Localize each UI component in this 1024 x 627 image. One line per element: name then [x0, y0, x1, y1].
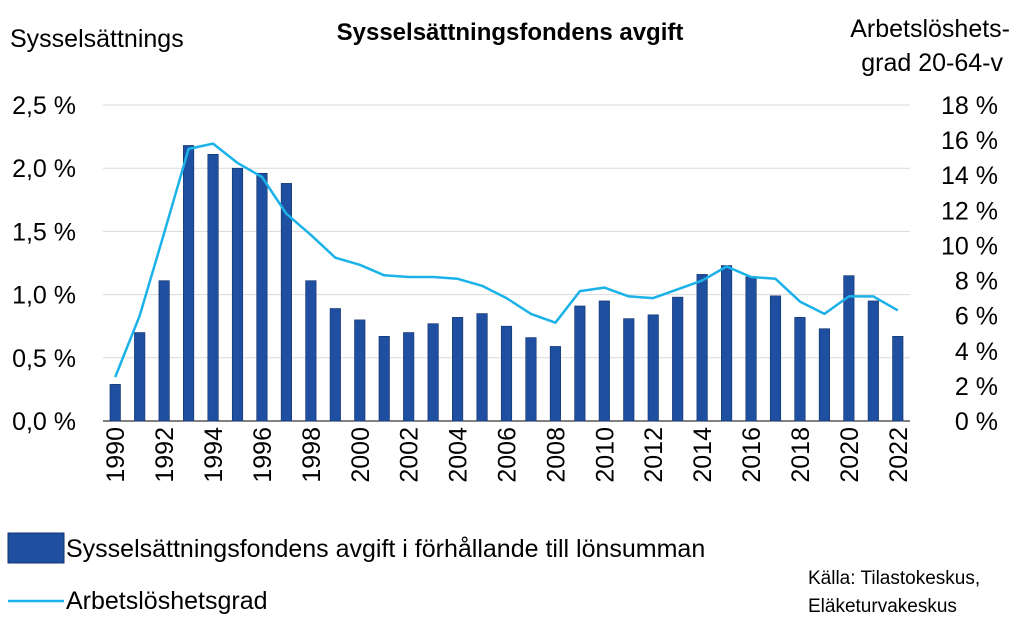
bar	[207, 153, 219, 422]
bar	[867, 300, 879, 422]
x-tick-label: 2020	[836, 427, 864, 483]
x-tick-label: 1996	[249, 427, 277, 483]
x-tick-label: 1992	[151, 427, 179, 483]
bar	[158, 280, 170, 422]
legend: Sysselsättningsfondens avgift i förhålla…	[7, 532, 705, 615]
bar	[134, 332, 146, 422]
x-tick-label: 2022	[885, 427, 913, 483]
y-right-tick-label: 0 %	[955, 408, 998, 436]
right-axis-title-line-1: Arbetslöshets-	[850, 15, 1010, 43]
bar	[818, 328, 830, 422]
x-tick-label: 2018	[787, 427, 815, 483]
x-tick-label: 2012	[640, 427, 668, 483]
bar	[280, 183, 292, 422]
bar-series	[109, 145, 904, 422]
y-left-tick-label: 1,5 %	[12, 218, 76, 246]
y-right-tick-label: 16 %	[941, 127, 998, 155]
bar	[745, 276, 757, 422]
y-left-tick-label: 2,0 %	[12, 155, 76, 183]
x-tick-label: 1990	[102, 427, 130, 483]
x-tick-label: 2006	[494, 427, 522, 483]
y-right-tick-label: 8 %	[955, 268, 998, 296]
bar	[183, 145, 195, 422]
bar	[647, 314, 659, 422]
bar	[329, 308, 341, 422]
bar	[378, 336, 390, 422]
legend-line-label: Arbetslöshetsgrad	[66, 587, 268, 615]
bar	[305, 280, 317, 422]
x-axis-ticks: 1990 1992 1994 1996 1998 2000 2002 2004 2006 2008…	[102, 427, 913, 483]
bar	[892, 336, 904, 422]
legend-bar-swatch	[7, 532, 65, 564]
right-axis-ticks: 0 % 2 % 4 % 6 % 8 % 10 % 12 % 14 % 16 % 18 %	[941, 92, 998, 436]
y-right-tick-label: 2 %	[955, 373, 998, 401]
chart-title: Sysselsättningsfondens avgift	[337, 19, 684, 46]
bar	[109, 384, 121, 422]
left-axis-title: Sysselsättnings	[10, 25, 184, 53]
legend-bar-label: Sysselsättningsfondens avgift i förhålla…	[66, 535, 705, 563]
bar	[525, 337, 537, 422]
y-right-tick-label: 6 %	[955, 303, 998, 331]
bar	[696, 274, 708, 422]
bar	[769, 295, 782, 422]
x-tick-label: 2000	[347, 427, 375, 483]
y-left-tick-label: 2,5 %	[12, 92, 76, 120]
right-axis-title-line-2: grad 20-64-v	[861, 49, 1003, 77]
line-series	[114, 142, 899, 378]
y-left-tick-label: 0,0 %	[12, 408, 76, 436]
x-tick-label: 2004	[445, 427, 473, 483]
bar	[549, 346, 561, 422]
source-line-2: Eläketurvakeskus	[808, 596, 957, 617]
unemployment-line	[114, 142, 899, 378]
x-tick-label: 2016	[738, 427, 766, 483]
y-right-tick-label: 14 %	[941, 162, 998, 190]
x-tick-label: 2010	[591, 427, 619, 483]
bar	[721, 265, 733, 422]
x-tick-label: 2002	[396, 427, 424, 483]
y-right-tick-label: 10 %	[941, 232, 998, 260]
bar	[574, 305, 586, 422]
bar	[354, 319, 366, 422]
bar	[598, 300, 610, 422]
bar	[500, 325, 513, 422]
y-left-tick-label: 1,0 %	[12, 282, 76, 310]
bar	[427, 323, 439, 422]
y-right-tick-label: 4 %	[955, 338, 998, 366]
x-tick-label: 1994	[200, 427, 228, 483]
bar	[403, 332, 415, 422]
bar	[672, 296, 684, 422]
bar	[452, 317, 464, 422]
y-right-tick-label: 18 %	[941, 92, 998, 120]
x-tick-label: 2008	[542, 427, 570, 483]
bar	[476, 313, 488, 422]
y-left-tick-label: 0,5 %	[12, 345, 76, 373]
x-tick-label: 1998	[298, 427, 326, 483]
bar	[256, 172, 268, 422]
bar	[794, 317, 806, 422]
x-tick-label: 2014	[689, 427, 717, 483]
bar	[623, 318, 635, 422]
bar	[843, 275, 855, 422]
bar	[231, 167, 244, 422]
left-axis-ticks: 0,0 % 0,5 % 1,0 % 1,5 % 2,0 % 2,5 %	[12, 92, 76, 436]
y-right-tick-label: 12 %	[941, 197, 998, 225]
source-line-1: Källa: Tilastokeskus,	[808, 568, 980, 589]
